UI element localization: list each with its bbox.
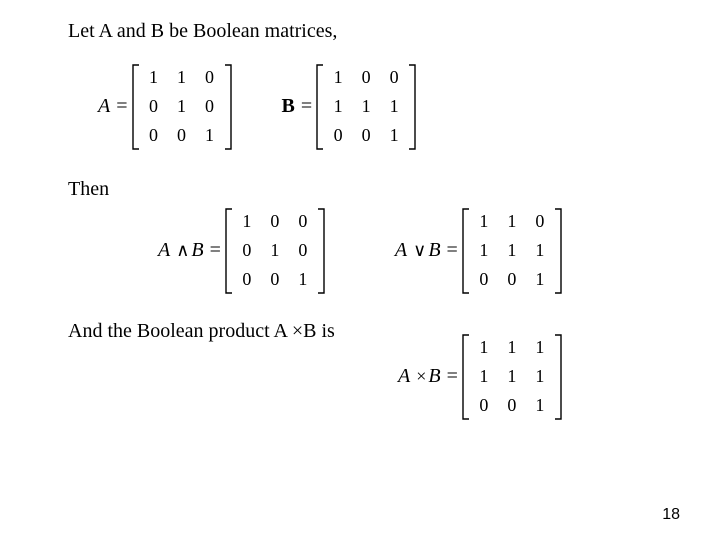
eq-a: = bbox=[116, 95, 127, 118]
matrix-cell: 0 bbox=[506, 269, 518, 290]
left-bracket-icon bbox=[462, 208, 472, 294]
matrix-cell: 1 bbox=[534, 337, 546, 358]
left-bracket-icon bbox=[462, 334, 472, 420]
left-bracket-icon bbox=[132, 64, 142, 150]
matrix-cell: 0 bbox=[360, 67, 372, 88]
matrix-cell: 0 bbox=[176, 125, 188, 146]
or-op: ∨ bbox=[413, 240, 426, 261]
matrix-cell: 1 bbox=[176, 96, 188, 117]
label-a3: A bbox=[395, 239, 407, 262]
matrix-or-block: A ∨ B = 110111001 bbox=[395, 207, 562, 294]
matrix-cell: 0 bbox=[506, 395, 518, 416]
matrix-cell: 0 bbox=[360, 125, 372, 146]
matrix-cell: 1 bbox=[297, 269, 309, 290]
right-bracket-icon bbox=[315, 208, 325, 294]
eq-or: = bbox=[447, 239, 458, 262]
matrix-cell: 0 bbox=[534, 211, 546, 232]
label-b: B bbox=[282, 95, 295, 118]
matrix-cell: 0 bbox=[297, 211, 309, 232]
matrix-cell: 1 bbox=[506, 337, 518, 358]
matrix-cell: 1 bbox=[534, 395, 546, 416]
matrix-cell: 1 bbox=[506, 240, 518, 261]
matrix-cell: 0 bbox=[388, 67, 400, 88]
matrices-ab-row: A = 110010001 B = 100111001 bbox=[98, 63, 660, 150]
matrix-cell: 1 bbox=[360, 96, 372, 117]
matrix-cell: 1 bbox=[388, 96, 400, 117]
matrix-cell: 0 bbox=[297, 240, 309, 261]
matrix-cell: 1 bbox=[148, 67, 160, 88]
matrix-cell: 0 bbox=[241, 269, 253, 290]
matrix-cell: 1 bbox=[478, 337, 490, 358]
eq-b: = bbox=[301, 95, 312, 118]
matrix-b: 100111001 bbox=[316, 63, 416, 150]
matrix-cell: 1 bbox=[269, 240, 281, 261]
times-op: × bbox=[416, 366, 426, 387]
eq-prod: = bbox=[447, 365, 458, 388]
matrix-cell: 1 bbox=[506, 366, 518, 387]
matrix-and-block: A ∧ B = 100010001 bbox=[158, 207, 325, 294]
right-bracket-icon bbox=[222, 64, 232, 150]
matrix-cell: 1 bbox=[176, 67, 188, 88]
matrices-andor-row: A ∧ B = 100010001 A ∨ B = 110111001 bbox=[158, 207, 660, 294]
matrix-a-block: A = 110010001 bbox=[98, 63, 232, 150]
matrix-b-block: B = 100111001 bbox=[282, 63, 417, 150]
eq-and: = bbox=[210, 239, 221, 262]
matrix-cell: 1 bbox=[478, 240, 490, 261]
right-bracket-icon bbox=[552, 208, 562, 294]
matrix-cell: 0 bbox=[148, 96, 160, 117]
label-a: A bbox=[98, 95, 110, 118]
matrix-cell: 1 bbox=[534, 366, 546, 387]
matrix-cell: 1 bbox=[534, 269, 546, 290]
matrix-cell: 1 bbox=[478, 211, 490, 232]
matrix-cell: 1 bbox=[241, 211, 253, 232]
matrix-prod-block: A × B = 111111001 bbox=[398, 333, 562, 420]
label-a2: A bbox=[158, 239, 170, 262]
left-bracket-icon bbox=[316, 64, 326, 150]
matrix-cell: 1 bbox=[506, 211, 518, 232]
and-op: ∧ bbox=[176, 240, 189, 261]
matrix-prod-row: A × B = 111111001 bbox=[398, 333, 660, 420]
matrix-a: 110010001 bbox=[132, 63, 232, 150]
label-b2: B bbox=[191, 239, 203, 262]
matrix-cell: 0 bbox=[269, 211, 281, 232]
then-text: Then bbox=[68, 178, 660, 201]
matrix-cell: 0 bbox=[148, 125, 160, 146]
matrix-cell: 0 bbox=[478, 395, 490, 416]
matrix-or: 110111001 bbox=[462, 207, 562, 294]
matrix-prod: 111111001 bbox=[462, 333, 562, 420]
left-bracket-icon bbox=[225, 208, 235, 294]
intro-text: Let A and B be Boolean matrices, bbox=[68, 20, 660, 43]
matrix-cell: 0 bbox=[332, 125, 344, 146]
matrix-and: 100010001 bbox=[225, 207, 325, 294]
matrix-cell: 0 bbox=[478, 269, 490, 290]
label-b3: B bbox=[428, 239, 440, 262]
right-bracket-icon bbox=[552, 334, 562, 420]
page-number: 18 bbox=[662, 506, 680, 524]
matrix-cell: 0 bbox=[269, 269, 281, 290]
matrix-cell: 1 bbox=[332, 67, 344, 88]
matrix-cell: 0 bbox=[204, 96, 216, 117]
matrix-cell: 1 bbox=[388, 125, 400, 146]
right-bracket-icon bbox=[406, 64, 416, 150]
matrix-cell: 1 bbox=[478, 366, 490, 387]
label-a4: A bbox=[398, 365, 410, 388]
matrix-cell: 1 bbox=[332, 96, 344, 117]
matrix-cell: 0 bbox=[241, 240, 253, 261]
matrix-cell: 1 bbox=[534, 240, 546, 261]
label-b4: B bbox=[428, 365, 440, 388]
matrix-cell: 1 bbox=[204, 125, 216, 146]
matrix-cell: 0 bbox=[204, 67, 216, 88]
